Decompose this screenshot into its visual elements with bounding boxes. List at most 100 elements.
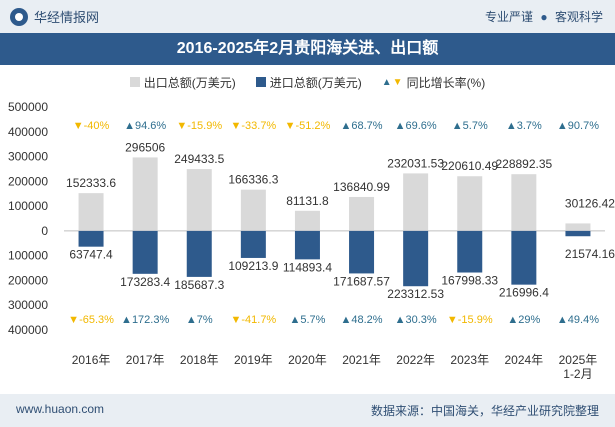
x-tick-label: 2016年	[72, 353, 111, 367]
export-value-label: 296506	[125, 140, 165, 154]
import-growth-label: ▼-41.7%	[230, 314, 276, 326]
export-value-label: 232031.53	[387, 156, 444, 170]
export-value-label: 152333.6	[66, 176, 116, 190]
x-tick-label: 2020年	[288, 353, 327, 367]
export-growth-label: ▲90.7%	[557, 120, 599, 132]
legend-item-growth: ▲ ▼ 同比增长率(%)	[382, 74, 485, 91]
y-tick-label: 400000	[8, 125, 48, 139]
import-growth-label: ▲30.3%	[395, 314, 437, 326]
slogan-separator: ●	[540, 10, 548, 24]
brand-name: 华经情报网	[34, 10, 100, 25]
export-bar	[349, 196, 375, 231]
import-value-label: 109213.9	[228, 259, 278, 273]
y-tick-label: 200000	[8, 273, 48, 287]
export-bar	[240, 189, 266, 231]
chart-plot: 500000 400000 300000 200000 100000 0 100000 200…	[8, 100, 615, 381]
import-growth-label: ▲49.4%	[557, 314, 599, 326]
y-tick-label: 500000	[8, 100, 48, 114]
export-growth-label: ▲68.7%	[341, 120, 383, 132]
import-value-label: 167998.33	[441, 274, 498, 288]
legend-up-triangle-icon: ▲	[381, 76, 392, 88]
export-growth-label: ▼-15.9%	[176, 120, 222, 132]
import-bar	[78, 230, 104, 247]
import-bar	[294, 230, 320, 260]
import-growth-label: ▼-65.3%	[68, 314, 114, 326]
import-value-label: 63747.4	[69, 248, 113, 262]
export-value-label: 166336.3	[228, 173, 278, 187]
import-growth-label: ▲172.3%	[121, 314, 169, 326]
slogan-left: 专业严谨	[485, 10, 534, 24]
export-bar	[132, 157, 158, 231]
legend-item-import: 进口总额(万美元)	[255, 74, 362, 91]
export-value-label: 30126.42	[565, 196, 615, 210]
export-value-label: 81131.8	[286, 194, 329, 208]
x-tick-label: 2025年 1-2月	[559, 353, 598, 381]
import-growth-label: ▲7%	[186, 314, 213, 326]
legend: 出口总额(万美元) 进口总额(万美元) ▲ ▼ 同比增长率(%)	[0, 72, 615, 92]
y-tick-label: 200000	[8, 174, 48, 188]
import-bar	[403, 230, 429, 287]
import-value-label: 223312.53	[387, 287, 444, 301]
export-value-label: 220610.49	[441, 159, 498, 173]
brand: 华经情报网	[10, 7, 99, 26]
export-growth-label: ▲94.6%	[124, 120, 166, 132]
export-growth-label: ▲69.6%	[395, 120, 437, 132]
import-bar	[565, 230, 591, 237]
import-bar	[349, 230, 375, 274]
y-tick-label: 400000	[8, 323, 48, 337]
x-tick-label: 2022年	[396, 353, 435, 367]
import-bar	[511, 230, 537, 285]
x-tick-label: 2018年	[180, 353, 219, 367]
export-value-label: 136840.99	[333, 180, 390, 194]
x-tick-label: 2019年	[234, 353, 273, 367]
brand-logo-icon	[10, 7, 28, 26]
import-growth-label: ▼-15.9%	[447, 314, 493, 326]
legend-export-label: 出口总额(万美元)	[143, 75, 236, 90]
export-value-label: 228892.35	[495, 157, 552, 171]
legend-growth-label: 同比增长率(%)	[406, 75, 486, 90]
chart-title: 2016-2025年2月贵阳海关进、出口额	[0, 33, 615, 65]
legend-import-label: 进口总额(万美元)	[269, 75, 362, 90]
x-tick-label: 2017年	[126, 353, 165, 367]
top-bar: 华经情报网 专业严谨 ● 客观科学	[0, 0, 615, 33]
y-tick-label: 100000	[8, 199, 48, 213]
export-bar	[186, 169, 212, 231]
export-growth-label: ▼-51.2%	[285, 120, 331, 132]
footer: www.huaon.com 数据来源：中国海关，华经产业研究院整理	[0, 394, 615, 427]
export-growth-label: ▼-33.7%	[230, 120, 276, 132]
export-bar	[294, 210, 320, 231]
export-bar	[403, 173, 429, 231]
export-value-label: 249433.5	[174, 152, 224, 166]
legend-item-export: 出口总额(万美元)	[129, 74, 236, 91]
y-tick-label: 0	[41, 224, 48, 238]
export-growth-label: ▲3.7%	[506, 120, 542, 132]
import-growth-label: ▲5.7%	[289, 314, 325, 326]
import-value-label: 216996.4	[499, 286, 549, 300]
footer-source: 数据来源：中国海关，华经产业研究院整理	[370, 404, 599, 418]
legend-export-swatch	[129, 77, 140, 87]
import-value-label: 171687.57	[333, 274, 390, 288]
slogan-right: 客观科学	[554, 10, 603, 24]
export-bar	[457, 176, 483, 231]
slogan: 专业严谨 ● 客观科学	[485, 8, 603, 25]
export-bar	[78, 193, 104, 231]
x-tick-label: 2023年	[450, 353, 489, 367]
legend-down-triangle-icon: ▼	[392, 76, 403, 88]
footer-website: www.huaon.com	[16, 402, 105, 416]
x-tick-label: 2021年	[342, 353, 381, 367]
import-value-label: 114893.4	[283, 260, 332, 274]
import-growth-label: ▲48.2%	[341, 314, 383, 326]
export-growth-label: ▲5.7%	[452, 120, 488, 132]
export-bar	[565, 223, 591, 231]
export-bar	[511, 174, 537, 231]
x-tick-label: 2024年	[504, 353, 543, 367]
y-tick-label: 100000	[8, 249, 48, 263]
import-value-label: 173283.4	[120, 275, 170, 289]
y-tick-label: 300000	[8, 150, 48, 164]
import-value-label: 21574.16	[565, 247, 615, 261]
import-bar	[186, 230, 212, 277]
legend-import-swatch	[255, 77, 266, 87]
import-bar	[457, 230, 483, 273]
import-growth-label: ▲29%	[507, 314, 540, 326]
